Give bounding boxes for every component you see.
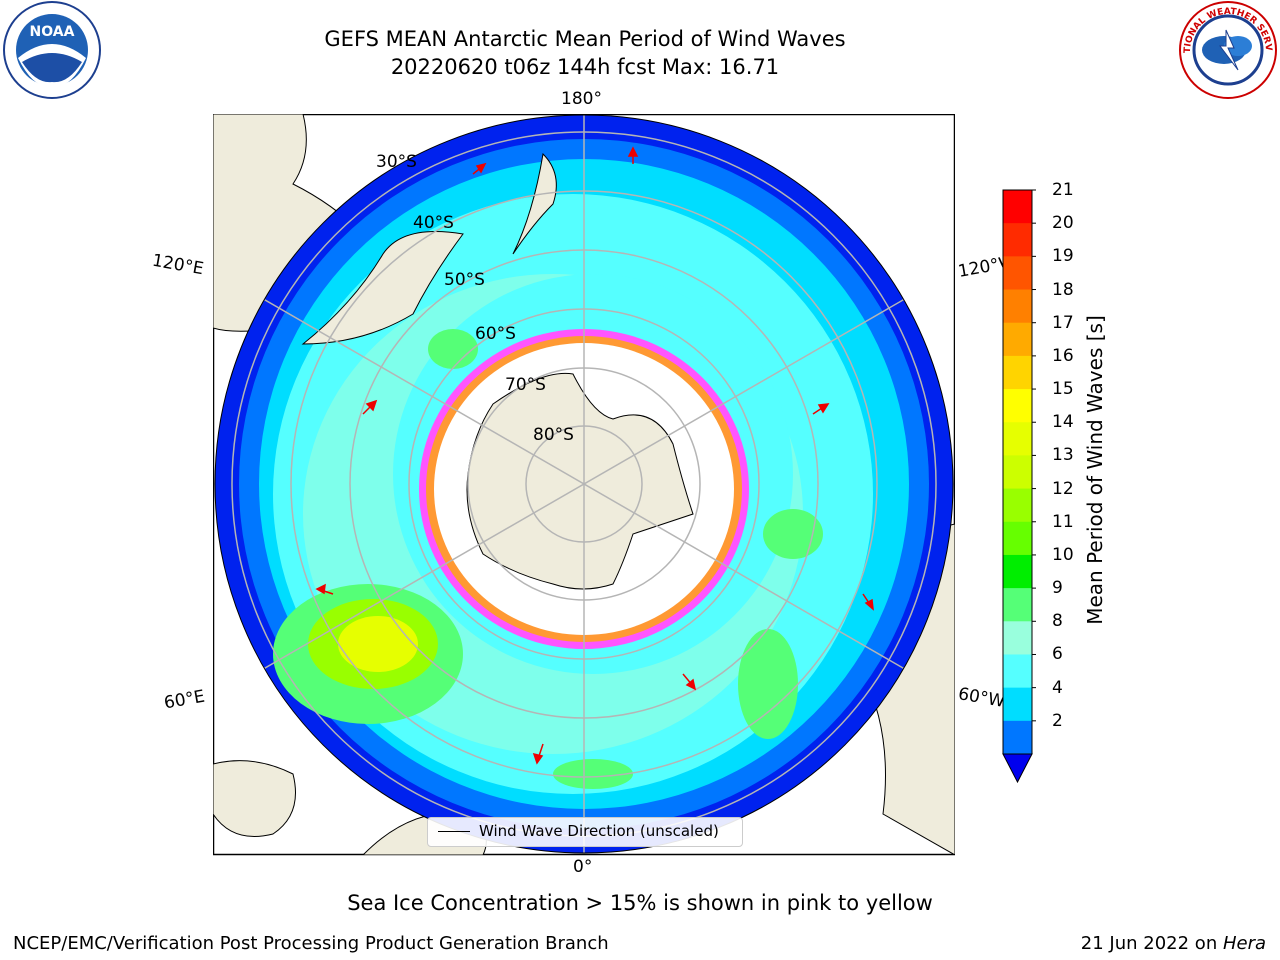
lon-label-180: 180° [561, 89, 602, 109]
colorbar-bin [1003, 256, 1032, 291]
colorbar [1002, 189, 1036, 784]
lon-label-60w: 60°W [956, 684, 1007, 712]
colorbar-tick-label: 13 [1052, 445, 1074, 466]
colorbar-bin [1003, 289, 1032, 324]
lon-label-0: 0° [573, 857, 593, 877]
colorbar-bin [1003, 588, 1032, 622]
lat-label-70s: 70°S [505, 375, 546, 395]
colorbar-bin [1003, 554, 1032, 589]
colorbar-bin [1003, 355, 1032, 390]
colorbar-tick-label: 17 [1052, 312, 1074, 333]
colorbar-bin [1003, 654, 1032, 689]
polar-map [213, 114, 955, 856]
legend-line-swatch [438, 831, 470, 832]
lat-label-30s: 30°S [376, 152, 417, 172]
footer-date-text: 21 Jun 2022 on [1080, 933, 1223, 954]
map-boundary [214, 114, 954, 854]
colorbar-tick-label: 9 [1052, 578, 1063, 599]
colorbar-tick-label: 10 [1052, 544, 1074, 565]
colorbar-tick-label: 21 [1052, 180, 1074, 200]
lon-label-120e: 120°E [150, 250, 206, 280]
colorbar-bin [1003, 422, 1032, 456]
wave-direction-arrows [315, 146, 874, 765]
colorbar-bin [1003, 720, 1032, 755]
colorbar-bin [1003, 223, 1032, 257]
lon-label-60e: 60°E [162, 686, 207, 714]
lat-label-80s: 80°S [533, 425, 574, 445]
colorbar-bin [1003, 687, 1032, 722]
map-title: GEFS MEAN Antarctic Mean Period of Wind … [324, 27, 846, 51]
colorbar-tick-label: 12 [1052, 478, 1074, 499]
svg-text:NOAA: NOAA [30, 24, 75, 40]
colorbar-tick-label: 15 [1052, 379, 1074, 400]
colorbar-bin [1003, 521, 1032, 556]
colorbar-tick-label: 4 [1052, 677, 1063, 698]
colorbar-bin [1003, 190, 1032, 224]
colorbar-tick-label: 19 [1052, 246, 1074, 267]
colorbar-bin [1003, 389, 1032, 423]
colorbar-bin [1003, 455, 1032, 490]
colorbar-tick-label: 2 [1052, 710, 1063, 731]
noaa-logo: NOAA [3, 1, 101, 99]
lat-label-60s: 60°S [475, 324, 516, 344]
footer-credit: NCEP/EMC/Verification Post Processing Pr… [13, 933, 609, 954]
colorbar-tick-label: 18 [1052, 279, 1074, 300]
nws-logo: NATIONAL WEATHER SERVICE [1176, 0, 1277, 99]
map-legend: Wind Wave Direction (unscaled) [427, 817, 743, 847]
colorbar-tick-label: 11 [1052, 511, 1074, 532]
colorbar-bin [1003, 621, 1032, 655]
map-subtitle: 20220620 t06z 144h fcst Max: 16.71 [390, 55, 780, 79]
footer-date: 21 Jun 2022 on Hera [1081, 933, 1266, 954]
legend-label: Wind Wave Direction (unscaled) [479, 822, 719, 840]
colorbar-tick-label: 14 [1052, 412, 1074, 433]
colorbar-bin [1003, 488, 1032, 523]
footer-machine: Hera [1222, 933, 1266, 954]
lat-label-40s: 40°S [413, 213, 454, 233]
lat-label-50s: 50°S [444, 270, 485, 290]
colorbar-title: Mean Period of Wind Waves [s] [1083, 315, 1107, 625]
colorbar-frame [1002, 189, 1033, 755]
colorbar-tick-label: 8 [1052, 611, 1063, 632]
colorbar-bin [1003, 322, 1032, 357]
colorbar-tick-label: 20 [1052, 213, 1074, 234]
colorbar-tick-label: 6 [1052, 644, 1063, 665]
colorbar-tick-label: 16 [1052, 345, 1074, 366]
sea-ice-caption: Sea Ice Concentration > 15% is shown in … [347, 891, 933, 915]
colorbar-extension [1002, 753, 1033, 784]
